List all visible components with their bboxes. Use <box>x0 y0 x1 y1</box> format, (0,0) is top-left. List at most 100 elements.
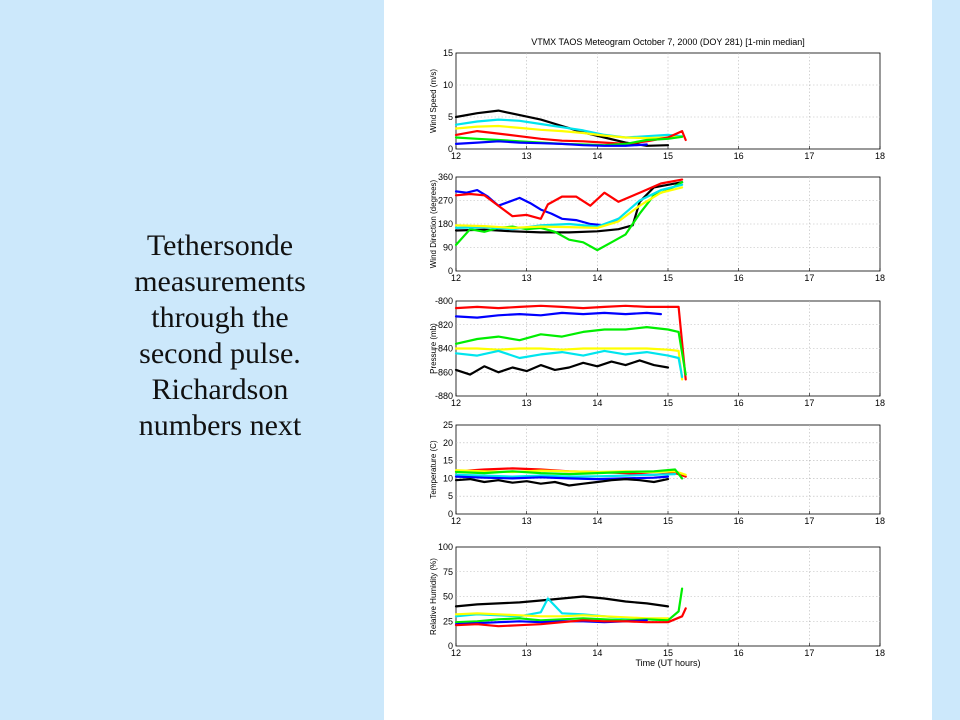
x-tick-label: 16 <box>734 516 744 526</box>
y-tick-label: 15 <box>443 48 453 58</box>
y-tick-label: -880 <box>435 391 453 401</box>
series-line <box>454 183 684 231</box>
meteogram-panel: 12 13 14 15 16 17 18 -800 -820 -840 -860 -880 Pressu… <box>429 296 885 408</box>
x-tick-label: 17 <box>804 273 814 283</box>
x-tick-label: 12 <box>451 516 461 526</box>
series-line <box>454 118 684 139</box>
x-tick-label: 14 <box>592 398 602 408</box>
y-tick-label: 0 <box>448 641 453 651</box>
y-tick-label: 5 <box>448 491 453 501</box>
y-axis-label: Wind Speed (m/s) <box>429 69 438 133</box>
series-line <box>454 124 684 140</box>
y-axis-label: Temperature (C) <box>429 440 438 499</box>
series-line <box>454 475 670 481</box>
x-tick-label: 16 <box>734 648 744 658</box>
x-tick-label: 17 <box>804 398 814 408</box>
y-tick-label: 360 <box>438 172 453 182</box>
series-line <box>454 478 670 487</box>
series-line <box>454 326 687 376</box>
y-tick-label: 15 <box>443 456 453 466</box>
meteogram-panel: 12 13 14 15 16 17 18 0 5 10 15 20 25 Temperature (C) <box>429 420 885 526</box>
y-tick-label: 5 <box>448 112 453 122</box>
series-line <box>454 181 684 252</box>
y-tick-label: -820 <box>435 320 453 330</box>
series-line <box>454 473 677 478</box>
x-tick-label: 16 <box>734 273 744 283</box>
series-line <box>454 186 684 229</box>
x-tick-label: 15 <box>663 398 673 408</box>
series-line <box>454 612 670 620</box>
y-tick-label: -840 <box>435 344 453 354</box>
meteogram-chart: VTMX TAOS Meteogram October 7, 2000 (DOY… <box>429 37 885 668</box>
x-tick-label: 17 <box>804 516 814 526</box>
x-tick-label: 12 <box>451 151 461 161</box>
y-tick-label: 0 <box>448 509 453 519</box>
x-tick-label: 12 <box>451 398 461 408</box>
x-tick-label: 15 <box>663 516 673 526</box>
y-tick-label: 25 <box>443 420 453 430</box>
caption-line: second pulse. <box>139 337 301 370</box>
x-tick-label: 14 <box>592 151 602 161</box>
x-tick-label: 18 <box>875 398 885 408</box>
series-line <box>454 595 670 608</box>
x-tick-label: 16 <box>734 151 744 161</box>
y-tick-label: 10 <box>443 473 453 483</box>
figure-panel: VTMX TAOS Meteogram October 7, 2000 (DOY… <box>384 0 932 720</box>
x-tick-label: 15 <box>663 648 673 658</box>
plot-frame <box>455 52 881 150</box>
caption-line: Tethersonde <box>146 229 294 262</box>
series-line <box>454 130 687 145</box>
x-tick-label: 17 <box>804 151 814 161</box>
x-tick-label: 18 <box>875 273 885 283</box>
series-line <box>454 140 648 147</box>
x-tick-label: 14 <box>592 516 602 526</box>
x-tick-label: 12 <box>451 273 461 283</box>
x-tick-label: 18 <box>875 151 885 161</box>
series-line <box>454 359 670 376</box>
x-tick-label: 13 <box>522 648 532 658</box>
series-line <box>454 181 684 234</box>
y-tick-label: 90 <box>443 243 453 253</box>
x-tick-label: 13 <box>522 273 532 283</box>
y-tick-label: -800 <box>435 296 453 306</box>
series-line <box>454 311 662 319</box>
x-tick-label: 17 <box>804 648 814 658</box>
x-tick-label: 15 <box>663 151 673 161</box>
y-tick-label: 0 <box>448 144 453 154</box>
x-tick-label: 13 <box>522 398 532 408</box>
slide-caption: Tethersonde measurements through the sec… <box>95 228 345 444</box>
x-tick-label: 13 <box>522 516 532 526</box>
x-tick-label: 14 <box>592 273 602 283</box>
series-line <box>454 607 687 628</box>
x-tick-label: 12 <box>451 648 461 658</box>
y-axis-label: Pressure (mb) <box>429 323 438 374</box>
x-tick-label: 13 <box>522 151 532 161</box>
series-line <box>454 178 684 220</box>
x-tick-label: 18 <box>875 516 885 526</box>
x-tick-label: 16 <box>734 398 744 408</box>
series-line <box>454 347 684 381</box>
caption-line: numbers next <box>138 409 302 442</box>
y-axis-label: Wind Direction (degrees) <box>429 179 438 268</box>
y-tick-label: 0 <box>448 266 453 276</box>
y-axis-label: Relative Humidity (%) <box>429 558 438 635</box>
y-tick-label: 180 <box>438 219 453 229</box>
caption-line: measurements <box>134 265 306 298</box>
y-tick-label: -860 <box>435 367 453 377</box>
series-line <box>454 587 684 624</box>
caption-line: Richardson <box>151 373 289 406</box>
x-tick-label: 18 <box>875 648 885 658</box>
y-tick-label: 10 <box>443 80 453 90</box>
y-tick-label: 20 <box>443 438 453 448</box>
x-tick-label: 15 <box>663 273 673 283</box>
series-line <box>454 468 684 480</box>
x-tick-label: 14 <box>592 648 602 658</box>
caption-line: through the <box>151 301 289 334</box>
y-tick-label: 50 <box>443 592 453 602</box>
y-tick-label: 100 <box>438 542 453 552</box>
series-line <box>454 189 620 227</box>
y-tick-label: 270 <box>438 196 453 206</box>
